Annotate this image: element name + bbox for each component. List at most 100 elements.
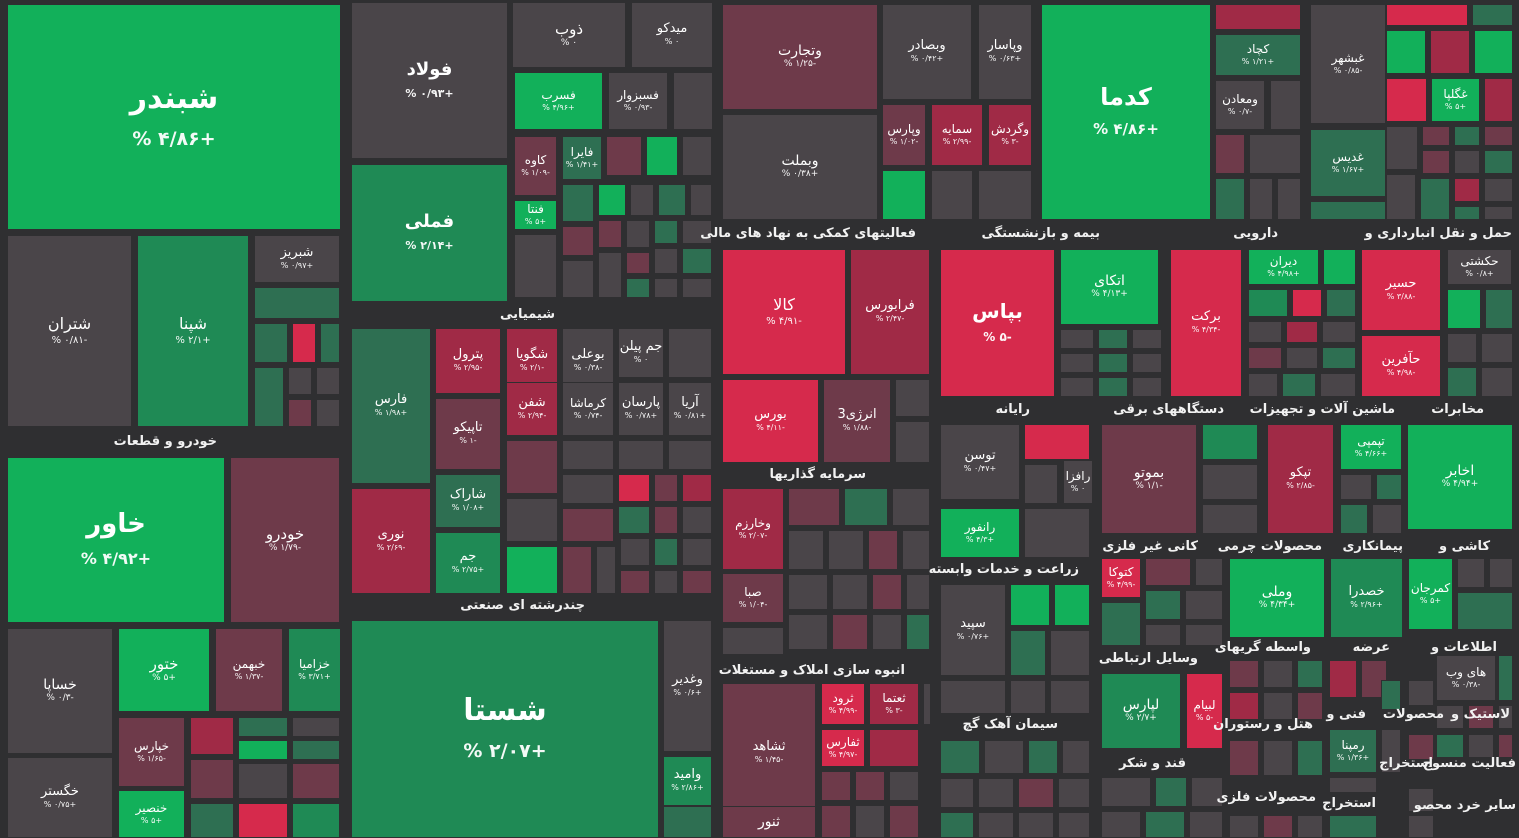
treemap-cell[interactable] <box>940 680 1006 714</box>
treemap-cell[interactable] <box>1454 150 1480 174</box>
treemap-cell[interactable] <box>663 806 712 838</box>
stock-tile[interactable]: ثنور <box>722 806 816 838</box>
treemap-cell[interactable] <box>654 220 678 244</box>
stock-tile[interactable]: خاور +۴/۹۲ % <box>7 457 225 623</box>
stock-tile[interactable]: خپارس -۱/۶۵ % <box>118 717 185 787</box>
treemap-cell[interactable] <box>562 184 594 222</box>
treemap-cell[interactable] <box>1329 815 1377 838</box>
treemap-cell[interactable] <box>626 278 650 298</box>
treemap-cell[interactable] <box>1215 4 1301 30</box>
treemap-cell[interactable] <box>892 488 930 526</box>
treemap-cell[interactable] <box>1189 811 1223 838</box>
stock-tile[interactable]: بموتو -۱/۱ % <box>1101 424 1197 534</box>
treemap-cell[interactable] <box>1408 734 1434 760</box>
treemap-cell[interactable] <box>872 574 902 610</box>
stock-tile[interactable]: بپاس -۵ % <box>940 249 1055 397</box>
stock-tile[interactable]: خودرو -۱/۷۹ % <box>230 457 340 623</box>
treemap-cell[interactable] <box>1323 249 1356 285</box>
treemap-cell[interactable] <box>316 399 340 427</box>
stock-tile[interactable]: تاپیکو -۱ % <box>435 398 501 470</box>
treemap-cell[interactable] <box>1320 373 1356 397</box>
stock-tile[interactable]: سمایه -۲/۹۹ % <box>931 104 983 166</box>
treemap-cell[interactable] <box>1326 289 1356 317</box>
treemap-cell[interactable] <box>506 498 558 542</box>
treemap-cell[interactable] <box>1249 178 1273 220</box>
treemap-cell[interactable] <box>654 474 678 502</box>
treemap-cell[interactable] <box>1436 734 1464 758</box>
treemap-cell[interactable] <box>254 287 340 319</box>
stock-tile[interactable]: وخارزم -۲/۰۷ % <box>722 488 784 570</box>
treemap-cell[interactable] <box>1145 811 1185 838</box>
treemap-cell[interactable] <box>682 136 712 176</box>
stock-tile[interactable]: ثعتما -۳ % <box>869 683 919 725</box>
treemap-cell[interactable] <box>690 184 712 216</box>
treemap-cell[interactable] <box>868 530 898 570</box>
stock-tile[interactable]: غبشهر -۰/۸۵ % <box>1310 4 1386 124</box>
treemap-cell[interactable] <box>902 530 930 570</box>
stock-tile[interactable]: وغدیر +۰/۶ % <box>663 620 712 752</box>
stock-tile[interactable]: شپنا +۲/۱ % <box>137 235 249 427</box>
treemap-cell[interactable] <box>288 367 312 395</box>
stock-tile[interactable]: پارسان +۰/۷۸ % <box>618 382 664 436</box>
treemap-cell[interactable] <box>1202 464 1258 500</box>
treemap-cell[interactable] <box>1215 134 1245 174</box>
treemap-cell[interactable] <box>889 805 919 838</box>
treemap-cell[interactable] <box>238 803 288 838</box>
treemap-cell[interactable] <box>596 546 616 594</box>
treemap-cell[interactable] <box>1436 705 1464 729</box>
treemap-cell[interactable] <box>658 184 686 216</box>
treemap-cell[interactable] <box>1098 329 1128 349</box>
stock-tile[interactable]: وامید +۲/۸۶ % <box>663 756 712 806</box>
treemap-cell[interactable] <box>722 627 784 655</box>
treemap-cell[interactable] <box>931 170 973 220</box>
treemap-cell[interactable] <box>1408 680 1434 706</box>
stock-tile[interactable]: وملی +۴/۳۴ % <box>1229 558 1325 638</box>
treemap-cell[interactable] <box>1101 602 1141 646</box>
treemap-cell[interactable] <box>1248 373 1278 397</box>
treemap-cell[interactable] <box>1248 321 1282 343</box>
treemap-cell[interactable] <box>1447 289 1481 329</box>
treemap-cell[interactable] <box>238 763 288 799</box>
treemap-cell[interactable] <box>1297 692 1323 720</box>
stock-tile[interactable]: فسرب +۴/۹۶ % <box>514 72 603 130</box>
treemap-cell[interactable] <box>1422 150 1450 174</box>
treemap-cell[interactable] <box>1297 660 1323 688</box>
treemap-cell[interactable] <box>895 379 930 417</box>
treemap-cell[interactable] <box>506 546 558 594</box>
treemap-cell[interactable] <box>506 440 558 494</box>
stock-tile[interactable]: ختور +۵ % <box>118 628 210 712</box>
treemap-cell[interactable] <box>1489 558 1513 588</box>
treemap-cell[interactable] <box>906 574 930 610</box>
treemap-cell[interactable] <box>984 740 1024 774</box>
treemap-cell[interactable] <box>598 184 626 216</box>
treemap-cell[interactable] <box>1457 592 1513 630</box>
stock-tile[interactable]: وگردش -۳ % <box>988 104 1032 166</box>
treemap-cell[interactable] <box>1024 464 1058 504</box>
treemap-cell[interactable] <box>940 812 974 838</box>
treemap-cell[interactable] <box>562 260 594 298</box>
stock-tile[interactable]: حسیر -۳/۸۸ % <box>1361 249 1441 331</box>
treemap-cell[interactable] <box>1248 289 1288 317</box>
treemap-cell[interactable] <box>1292 289 1322 317</box>
treemap-cell[interactable] <box>1286 347 1318 369</box>
treemap-cell[interactable] <box>1484 206 1513 220</box>
treemap-cell[interactable] <box>832 614 868 650</box>
treemap-cell[interactable] <box>882 170 926 220</box>
treemap-cell[interactable] <box>1145 558 1191 586</box>
stock-tile[interactable]: انرژی3 -۱/۸۸ % <box>823 379 891 463</box>
treemap-cell[interactable] <box>1202 504 1258 534</box>
treemap-cell[interactable] <box>1050 630 1090 676</box>
stock-tile[interactable]: فولاد +۰/۹۳ % <box>351 2 508 159</box>
treemap-cell[interactable] <box>618 506 650 534</box>
treemap-cell[interactable] <box>1191 777 1223 807</box>
treemap-cell[interactable] <box>1454 126 1480 146</box>
treemap-cell[interactable] <box>1381 729 1401 773</box>
treemap-cell[interactable] <box>668 440 712 470</box>
treemap-cell[interactable] <box>1386 78 1427 122</box>
treemap-cell[interactable] <box>1420 178 1450 220</box>
stock-tile[interactable]: کالا -۴/۹۱ % <box>722 249 846 375</box>
treemap-cell[interactable] <box>1386 126 1418 170</box>
stock-tile[interactable]: شبندر +۴/۸۶ % <box>7 4 341 230</box>
treemap-cell[interactable] <box>1277 178 1301 220</box>
treemap-cell[interactable] <box>1329 777 1377 793</box>
